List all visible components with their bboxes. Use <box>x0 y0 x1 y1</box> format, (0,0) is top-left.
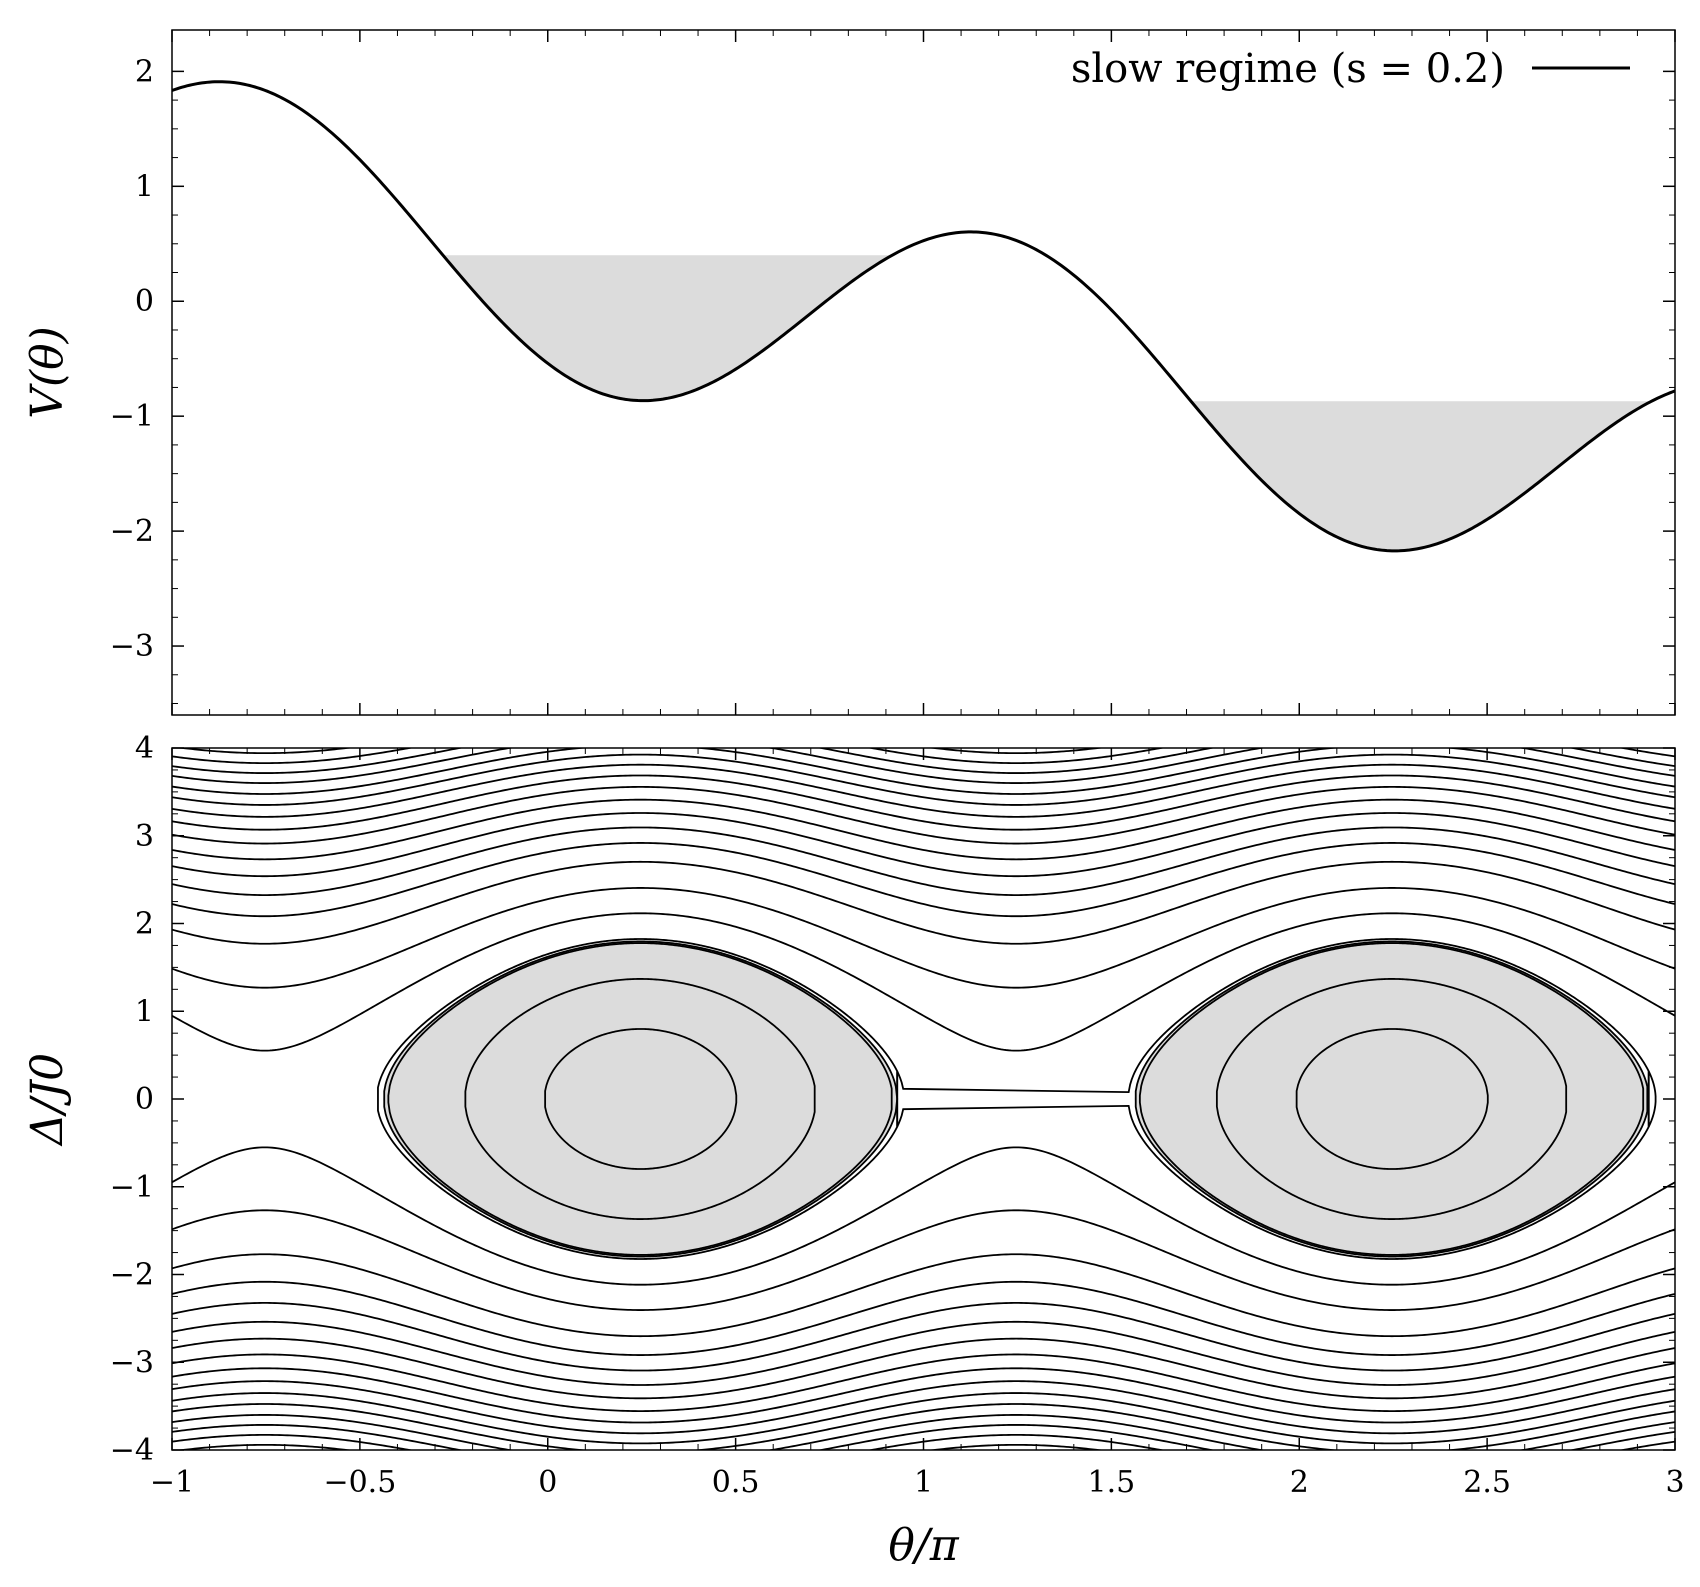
open-orbit-lower <box>172 1337 1675 1400</box>
open-orbit-upper <box>172 763 1675 818</box>
separatrix-orbit-3 <box>1647 1070 1657 1128</box>
y-tick-label: 3 <box>135 819 154 854</box>
open-orbit-upper <box>172 887 1675 989</box>
y-tick-label: −2 <box>110 514 154 549</box>
x-tick-label: 2.5 <box>1463 1465 1511 1500</box>
x-tick-label: 2 <box>1290 1465 1309 1500</box>
potential-curve <box>172 80 1675 553</box>
y-tick-label: −4 <box>110 1433 154 1468</box>
closed-orbit-right-1 <box>1295 1028 1489 1170</box>
open-orbit-upper <box>172 748 1675 784</box>
open-orbit-upper <box>172 842 1675 918</box>
y-tick-label: 1 <box>135 994 154 1029</box>
closed-orbit-left-2 <box>464 978 816 1220</box>
open-orbit-lower <box>172 1302 1675 1372</box>
x-tick-label: −0.5 <box>323 1465 396 1500</box>
open-orbit-lower <box>172 1403 1675 1450</box>
open-orbit-lower <box>172 1146 1675 1286</box>
legend-label: slow regime (s = 0.2) <box>1071 46 1505 92</box>
y-tick-label: 0 <box>135 284 154 319</box>
open-orbit-lower <box>172 1209 1675 1311</box>
open-orbit-lower <box>172 1280 1675 1356</box>
y-tick-label: 1 <box>135 169 154 204</box>
axis-labels: V(θ) θ/π Δ/J0 <box>22 326 960 1571</box>
open-orbit-upper <box>172 774 1675 831</box>
x-tick-label: 1.5 <box>1088 1465 1136 1500</box>
potential-well-shading-2 <box>1111 401 1651 551</box>
y-tick-label: −2 <box>110 1258 154 1293</box>
closed-orbit-right-2 <box>1215 978 1568 1220</box>
open-orbit-lower <box>172 1253 1675 1338</box>
open-orbit-lower <box>172 1424 1675 1450</box>
open-orbit-upper <box>172 826 1675 896</box>
open-orbit-upper <box>172 786 1675 845</box>
open-orbit-lower <box>172 1392 1675 1445</box>
x-tick-label: 3 <box>1665 1465 1684 1500</box>
y-tick-label: −3 <box>110 1345 154 1380</box>
separatrix-left <box>383 940 899 1258</box>
x-tick-label: 1 <box>914 1465 933 1500</box>
open-orbit-upper <box>172 753 1675 806</box>
open-orbit-upper <box>172 748 1675 774</box>
open-orbit-upper <box>172 912 1675 1052</box>
y-axis-title-top: V(θ) <box>22 326 73 419</box>
x-tick-label: 0.5 <box>712 1465 760 1500</box>
open-orbit-lower <box>172 1380 1675 1435</box>
open-orbit-lower <box>172 1414 1675 1450</box>
closed-orbit-left-1 <box>544 1028 738 1170</box>
y-tick-label: 2 <box>135 907 154 942</box>
open-orbit-upper <box>172 812 1675 878</box>
closed-orbit-left-3 <box>387 942 893 1256</box>
x-axis-title: θ/π <box>888 1520 959 1571</box>
open-orbit-upper <box>172 748 1675 795</box>
top-plot-frame <box>171 29 1676 716</box>
x-tick-label: 0 <box>538 1465 557 1500</box>
closed-orbit-right-3 <box>1138 942 1645 1256</box>
open-orbit-upper <box>175 748 1106 755</box>
y-axis-title-bottom: Δ/J0 <box>22 1053 73 1147</box>
y-tick-label: 2 <box>135 54 154 89</box>
open-orbit-lower <box>172 1367 1675 1424</box>
bottom-plot-area <box>172 748 1675 1450</box>
y-tick-label: −3 <box>110 629 154 664</box>
y-tick-label: −1 <box>110 399 154 434</box>
y-tick-label: 0 <box>135 1082 154 1117</box>
y-tick-label: 4 <box>135 731 154 766</box>
open-orbit-upper <box>172 798 1675 861</box>
trapped-region-shading-2 <box>1111 941 1649 1257</box>
separatrix-right <box>1134 940 1649 1258</box>
x-tick-label: −1 <box>150 1465 194 1500</box>
y-tick-label: −1 <box>110 1170 154 1205</box>
top-plot-area <box>172 80 1675 553</box>
trapped-region-shading-1 <box>359 941 898 1257</box>
potential-well-shading-1 <box>359 255 900 401</box>
open-orbit-lower <box>172 1320 1675 1386</box>
potential-panel: 2 1 0 −1 −2 −3 slow regime (s = 0.2) <box>110 29 1676 716</box>
open-orbit-lower <box>172 1353 1675 1412</box>
open-orbit-upper <box>172 860 1675 945</box>
